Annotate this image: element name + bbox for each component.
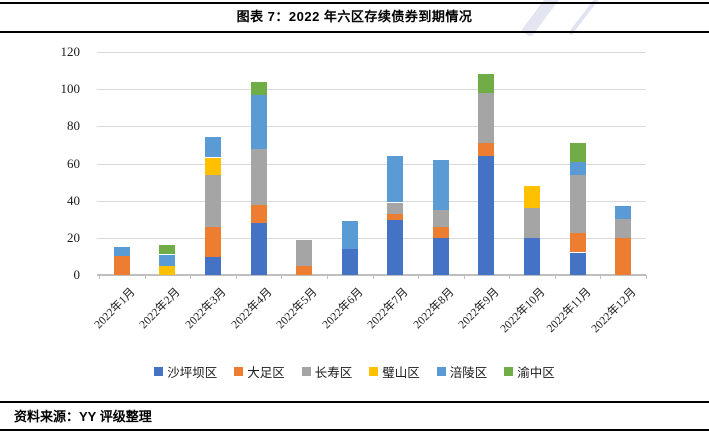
gridline <box>97 164 646 165</box>
axis-tick <box>509 275 510 279</box>
bar-segment <box>159 266 175 275</box>
bar-segment <box>205 137 221 157</box>
bar-segment <box>570 232 586 252</box>
axis-tick <box>145 275 146 279</box>
legend-item: 大足区 <box>234 362 285 381</box>
bar-segment <box>478 156 494 275</box>
legend-swatch-icon <box>154 367 164 376</box>
bar-segment <box>433 160 449 210</box>
legend: 沙坪坝区 大足区 长寿区 璧山区 涪陵区 渝中区 <box>0 362 709 381</box>
legend-label: 璧山区 <box>382 366 420 380</box>
legend-swatch-icon <box>234 367 244 376</box>
top-rule <box>0 2 709 4</box>
y-tick-label: 40 <box>67 193 80 208</box>
legend-item: 涪陵区 <box>436 362 488 381</box>
legend-label: 渝中区 <box>517 366 555 380</box>
legend-item: 长寿区 <box>301 362 353 381</box>
axis-tick <box>281 275 282 279</box>
bar-segment <box>570 253 586 275</box>
bar-segment <box>570 143 586 162</box>
bar-segment <box>570 175 586 233</box>
legend-label: 涪陵区 <box>449 366 488 380</box>
bar-segment <box>478 143 494 156</box>
bar-segment <box>433 238 449 275</box>
axis-tick <box>236 275 237 279</box>
bar-segment <box>205 175 221 227</box>
bar-segment <box>615 219 631 238</box>
bar-segment <box>433 227 449 238</box>
footer-top-rule <box>0 401 709 403</box>
bar-segment <box>615 206 631 219</box>
bar-segment <box>387 203 403 214</box>
bar-segment <box>205 158 221 175</box>
bar-segment <box>342 221 358 249</box>
bar-segment <box>478 93 494 143</box>
legend-swatch-icon <box>436 367 446 376</box>
bar-segment <box>387 219 403 275</box>
gridline <box>97 52 646 53</box>
bar-segment <box>433 210 449 227</box>
axis-tick <box>600 275 601 279</box>
axis-tick <box>418 275 419 279</box>
chart-title: 图表 7：2022 年六区存续债券到期情况 <box>236 9 473 24</box>
bar-segment <box>342 249 358 275</box>
axis-tick <box>190 275 191 279</box>
y-tick-label: 20 <box>67 230 80 245</box>
bar-segment <box>159 255 175 266</box>
gridline <box>97 238 646 239</box>
y-tick-label: 60 <box>67 156 80 171</box>
legend-swatch-icon <box>369 367 379 376</box>
axis-tick <box>646 275 647 279</box>
bar-segment <box>114 256 130 275</box>
y-tick-label: 120 <box>60 44 81 59</box>
bar-segment <box>205 256 221 275</box>
legend-swatch-icon <box>504 367 514 376</box>
bar-segment <box>251 204 267 223</box>
gridline <box>97 201 646 202</box>
bar-segment <box>251 223 267 275</box>
bar-segment <box>387 156 403 202</box>
legend-item: 渝中区 <box>504 362 555 381</box>
bar-segment <box>524 186 540 208</box>
bar-segment <box>114 247 130 256</box>
legend-item: 沙坪坝区 <box>154 362 217 381</box>
bar-segment <box>615 238 631 275</box>
axis-tick <box>555 275 556 279</box>
legend-label: 长寿区 <box>314 366 353 380</box>
bar-segment <box>570 162 586 175</box>
y-tick-label: 0 <box>73 267 81 282</box>
axis-tick <box>99 275 100 279</box>
legend-label: 大足区 <box>247 366 285 380</box>
legend-label: 沙坪坝区 <box>167 366 218 380</box>
title-bottom-rule <box>0 31 709 33</box>
bar-segment <box>296 240 312 266</box>
axis-tick <box>373 275 374 279</box>
source-note: 资料来源：YY 评级整理 <box>14 409 152 424</box>
bar-segment <box>524 238 540 275</box>
y-tick-label: 100 <box>60 81 81 96</box>
axis-tick <box>327 275 328 279</box>
bar-segment <box>387 214 403 220</box>
bar-segment <box>205 227 221 257</box>
axis-tick <box>464 275 465 279</box>
y-tick-label: 80 <box>67 118 80 133</box>
legend-item: 璧山区 <box>369 362 420 381</box>
bar-segment <box>251 149 267 205</box>
gridline <box>97 89 646 90</box>
legend-swatch-icon <box>301 367 311 376</box>
bottom-rule <box>0 429 709 431</box>
bar-segment <box>159 245 175 254</box>
bar-segment <box>296 266 312 275</box>
bar-segment <box>251 82 267 95</box>
bar-segment <box>524 208 540 238</box>
bar-segment <box>251 95 267 149</box>
x-axis-line <box>97 274 646 276</box>
gridline <box>97 126 646 127</box>
bar-segment <box>478 74 494 93</box>
